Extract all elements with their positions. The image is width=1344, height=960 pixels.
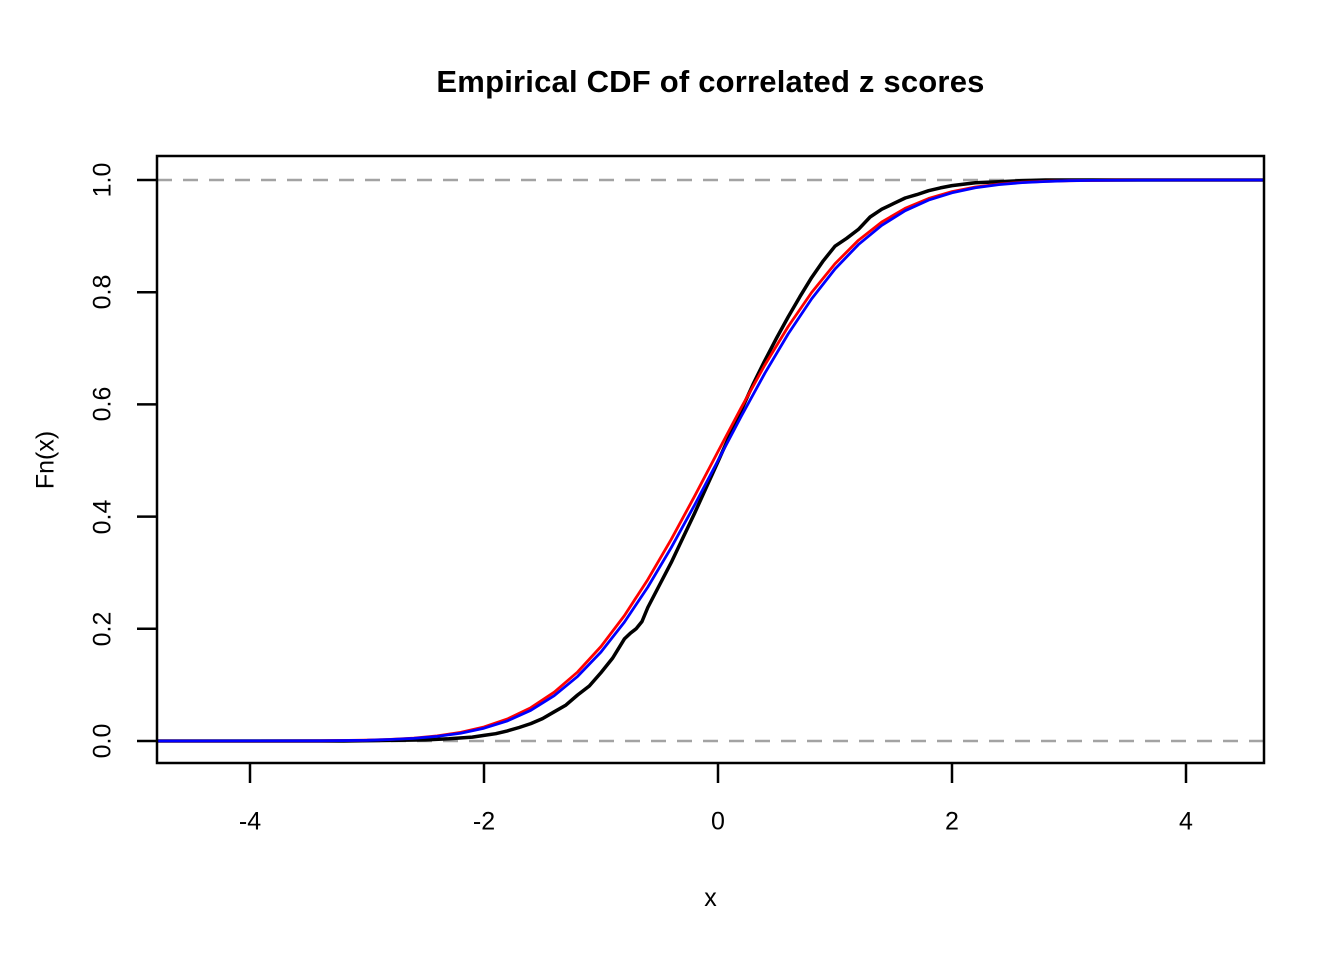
series-empirical-ecdf: [156, 178, 1265, 743]
x-tick-label--4: -4: [238, 807, 262, 836]
chart-title: Empirical CDF of correlated z scores: [436, 64, 985, 99]
series-theoretical-cdf-red: [156, 178, 1265, 743]
y-tick-label-0.4: 0.4: [88, 499, 117, 534]
y-axis-label-text: Fn(x): [31, 430, 60, 490]
x-tick-label-0: 0: [711, 807, 725, 836]
y-tick-label-0.0: 0.0: [88, 723, 117, 759]
y-tick-label-1.0: 1.0: [88, 162, 117, 198]
y-tick-label-0.2: 0.2: [88, 611, 117, 647]
x-tick-label-4: 4: [1179, 807, 1193, 836]
y-tick-label-0.6: 0.6: [88, 387, 117, 422]
y-tick-label-0.8: 0.8: [88, 274, 117, 310]
plot-box: [155, 154, 1266, 765]
x-axis-label: x: [704, 884, 717, 912]
x-tick-label--2: -2: [472, 807, 496, 836]
series-theoretical-cdf-blue: [156, 178, 1265, 743]
x-tick-label-2: 2: [945, 807, 959, 836]
